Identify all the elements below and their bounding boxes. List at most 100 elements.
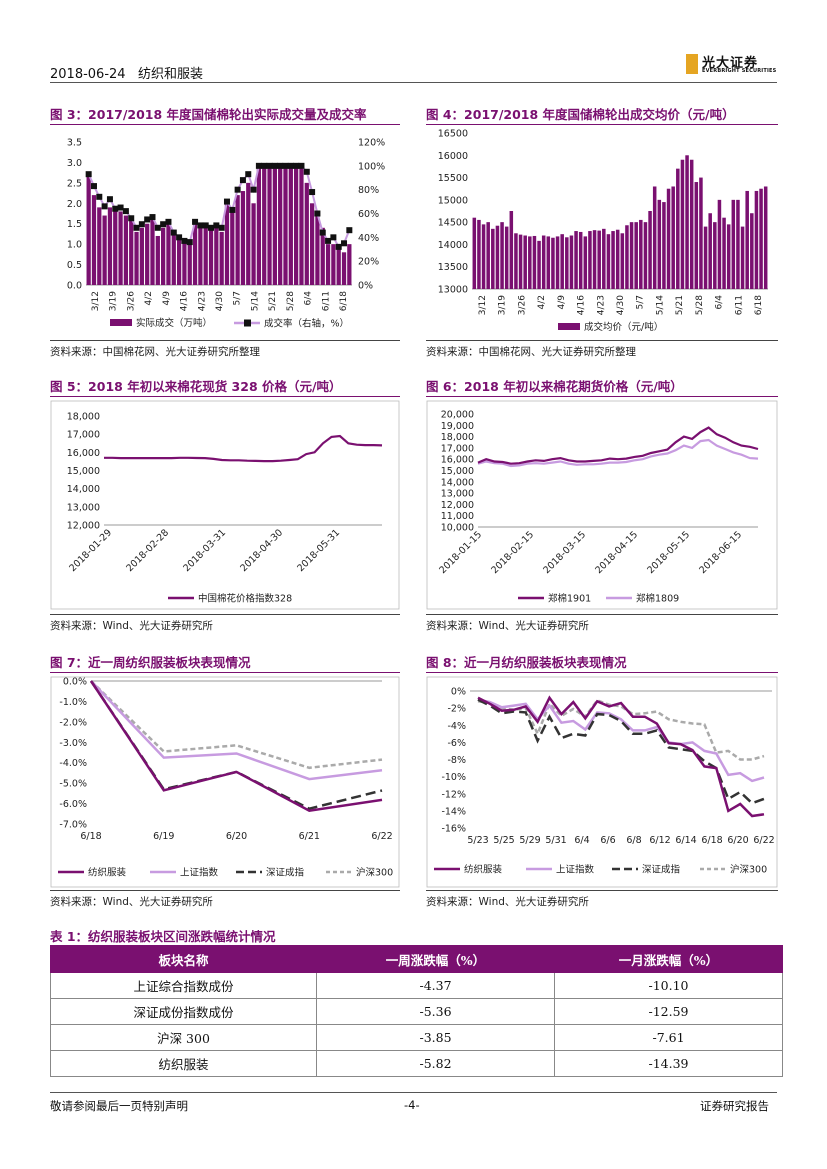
bar bbox=[560, 234, 564, 289]
fig3-chart: 0.0 0.5 1.0 1.5 2.0 2.5 3.0 3.5 0% 20% 40% 60% 80% 10… bbox=[67, 138, 385, 330]
rate-marker bbox=[128, 215, 135, 222]
bar bbox=[192, 223, 198, 285]
bar bbox=[657, 199, 662, 289]
bar bbox=[528, 236, 532, 289]
header-date-industry: 2018-06-24 纺织和服装 bbox=[50, 63, 203, 82]
bar bbox=[224, 203, 230, 285]
fig5-title-rule bbox=[50, 396, 400, 397]
bar bbox=[240, 191, 246, 285]
bar bbox=[740, 226, 745, 289]
industry-name: 纺织和服装 bbox=[137, 67, 203, 82]
table-cell: 上证综合指数成份 bbox=[50, 972, 317, 999]
y-tick-label: 17,000 bbox=[441, 443, 474, 454]
y-tick-label: -5.0% bbox=[59, 779, 87, 790]
y-tick-label: -6% bbox=[448, 738, 467, 749]
table-cell: -5.36 bbox=[316, 998, 555, 1025]
y-tick-label: 14,000 bbox=[441, 477, 474, 488]
bar bbox=[477, 219, 481, 289]
y-tick-label: -7.0% bbox=[59, 820, 87, 831]
bar bbox=[176, 235, 182, 285]
rate-marker bbox=[266, 162, 273, 169]
fig7-title: 图 7：近一周纺织服装板块表现情况 bbox=[50, 655, 251, 670]
table-cell: -14.39 bbox=[554, 1050, 783, 1077]
footer-divider bbox=[50, 1092, 777, 1093]
legend-label: 深证成指 bbox=[642, 864, 681, 876]
fig6-source: 资料来源：Wind、光大证券研究所 bbox=[426, 620, 589, 632]
y-tick-label: 16,000 bbox=[67, 448, 100, 459]
fig7-chart: 0.0%-1.0%-2.0%-3.0%-4.0%-5.0%-6.0%-7.0%6… bbox=[50, 677, 400, 888]
y-tick-label: 16,000 bbox=[441, 455, 474, 466]
bar bbox=[262, 166, 267, 285]
table-row: 沪深 300 -3.85 -7.61 bbox=[50, 1024, 783, 1051]
table-cell: -7.61 bbox=[554, 1024, 783, 1051]
y2-tick-label: 40% bbox=[358, 233, 379, 244]
bar bbox=[288, 166, 293, 285]
rate-marker bbox=[250, 186, 257, 193]
rate-marker bbox=[261, 162, 268, 169]
legend-label: 实际成交（万吨） bbox=[136, 317, 212, 329]
bar bbox=[574, 231, 578, 289]
x-tick-label: 6/4 bbox=[574, 835, 589, 846]
bar bbox=[745, 190, 749, 289]
bar bbox=[331, 244, 336, 285]
rate-marker bbox=[293, 162, 300, 169]
fig3-title: 图 3：2017/2018 年度国储棉轮出实际成交量及成交率 bbox=[50, 107, 367, 122]
bar bbox=[583, 236, 588, 289]
bar bbox=[662, 202, 666, 289]
table1: 板块名称 一周涨跌幅（%） 一月涨跌幅（%） 上证综合指数成份 -4.37 -1… bbox=[50, 945, 783, 1077]
fig7-title-rule bbox=[50, 672, 400, 673]
x-tick-label: 6/4 bbox=[304, 291, 314, 306]
rate-marker bbox=[330, 234, 337, 241]
y-tick-label: 15,000 bbox=[441, 466, 474, 477]
y-tick-label: 13,000 bbox=[67, 502, 100, 513]
rate-marker bbox=[341, 240, 348, 247]
bar bbox=[278, 166, 283, 285]
bar bbox=[555, 236, 560, 289]
y-tick-label: 0% bbox=[451, 687, 466, 698]
bar bbox=[500, 222, 504, 289]
y-tick-label: 14000 bbox=[438, 240, 468, 251]
bar bbox=[523, 235, 527, 289]
rate-marker bbox=[298, 162, 305, 169]
x-tick-label: 5/31 bbox=[545, 835, 566, 846]
bar bbox=[551, 237, 555, 289]
bar bbox=[699, 177, 703, 289]
x-tick-label: 6/14 bbox=[675, 835, 696, 846]
bar bbox=[481, 224, 486, 289]
x-tick-label: 4/9 bbox=[162, 291, 172, 306]
x-tick-label: 4/2 bbox=[144, 291, 154, 305]
series-line bbox=[90, 680, 383, 770]
x-tick-label: 4/16 bbox=[577, 295, 587, 315]
rate-marker bbox=[223, 198, 230, 205]
bar bbox=[602, 228, 606, 289]
y-tick-label: -8% bbox=[448, 755, 467, 766]
x-tick-label: 4/23 bbox=[596, 295, 606, 315]
series-line bbox=[477, 426, 759, 465]
x-tick-label: 2018-01-29 bbox=[67, 527, 114, 574]
bar bbox=[652, 186, 657, 289]
bar bbox=[639, 219, 643, 289]
legend-label: 上证指数 bbox=[556, 864, 595, 876]
bar bbox=[113, 211, 118, 285]
series-line bbox=[477, 698, 765, 761]
x-tick-label: 5/14 bbox=[250, 291, 260, 311]
legend-label: 上证指数 bbox=[180, 867, 219, 879]
y2-tick-label: 0% bbox=[358, 281, 373, 292]
fig3-source-rule bbox=[50, 340, 400, 341]
x-tick-label: 6/20 bbox=[727, 835, 748, 846]
rate-marker bbox=[149, 214, 156, 221]
y-tick-label: -2% bbox=[448, 704, 467, 715]
rate-marker bbox=[101, 203, 108, 210]
header-divider bbox=[50, 82, 777, 83]
bar bbox=[615, 229, 620, 289]
fig6-title: 图 6：2018 年初以来棉花期货价格（元/吨） bbox=[426, 379, 683, 394]
rate-marker bbox=[106, 196, 113, 203]
bar bbox=[592, 230, 597, 289]
rate-marker bbox=[314, 210, 321, 217]
x-tick-label: 3/19 bbox=[498, 295, 508, 315]
x-tick-label: 4/2 bbox=[537, 295, 547, 309]
rate-marker bbox=[271, 162, 278, 169]
rate-marker bbox=[218, 224, 225, 231]
rate-marker bbox=[186, 239, 193, 246]
logo-mark-icon bbox=[686, 54, 698, 74]
